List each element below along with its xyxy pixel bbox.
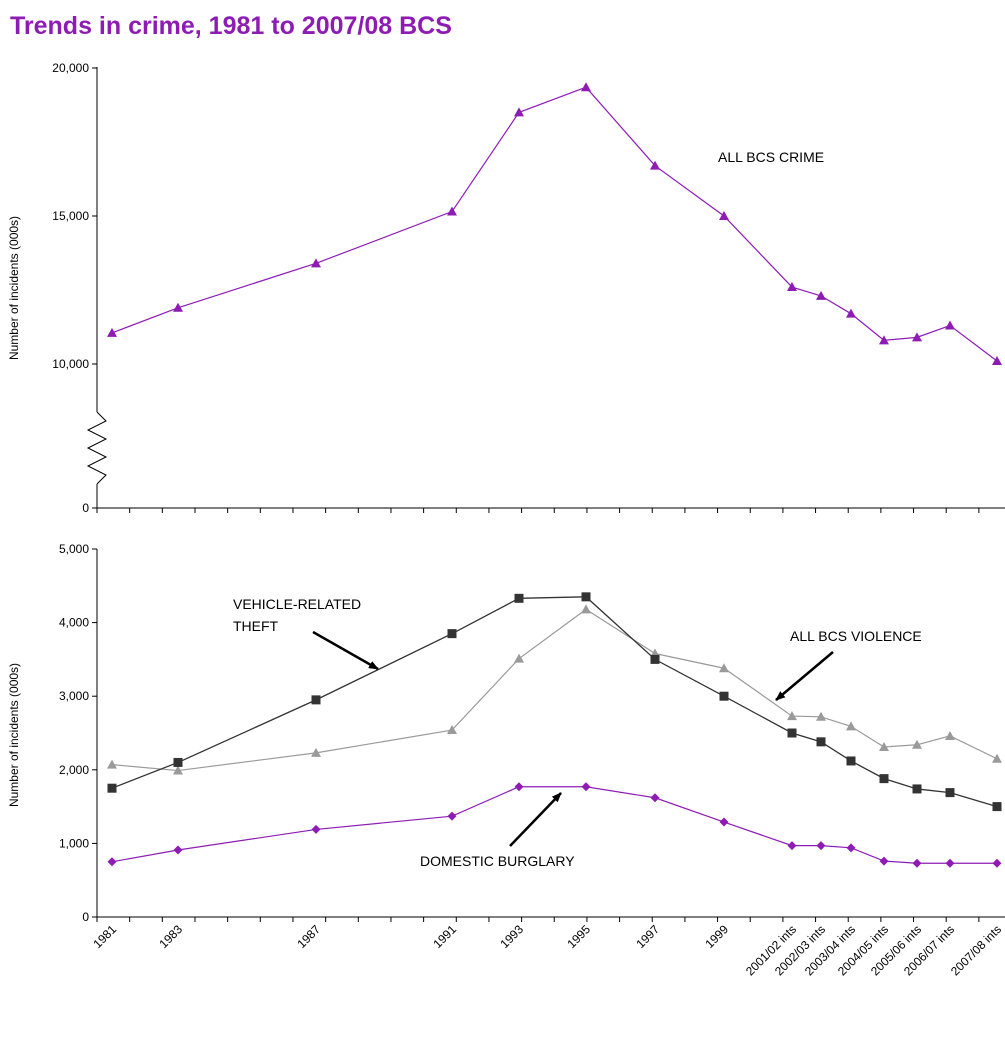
bottom-y-tick-label: 5,000 <box>59 542 89 556</box>
bottom-series-all-bcs-violence-point <box>719 663 729 673</box>
bottom-series-domestic-burglary-point <box>107 857 117 867</box>
top-series-all-bcs-crime-point <box>719 211 729 220</box>
annotation-line: VEHICLE-RELATED <box>233 596 361 612</box>
x-tick-label-1999: 1999 <box>702 922 731 951</box>
bottom-series-domestic-burglary-point <box>514 782 524 792</box>
top-series-all-bcs-crime-point <box>447 206 457 216</box>
bottom-series-vehicle-related-theft-point <box>173 757 183 767</box>
bottom-y-tick-label: 4,000 <box>59 616 89 630</box>
bottom-series-vehicle-related-theft-point <box>719 691 729 701</box>
bottom-series-vehicle-related-theft-point <box>912 784 922 794</box>
bottom-series-all-bcs-violence-point <box>879 741 889 751</box>
bottom-series-all-bcs-violence-point <box>816 711 826 721</box>
bottom-series-domestic-burglary-point <box>945 858 955 868</box>
bottom-series-all-bcs-violence-point <box>173 765 183 775</box>
annotation-arrow-vehicle <box>312 630 379 671</box>
x-tick-label-1995: 1995 <box>564 922 593 951</box>
bottom-chart: 0 1,000 2,000 3,000 4,000 5,000 Number of inci… <box>7 542 1005 978</box>
annotation-all-bcs-violence: ALL BCS VIOLENCE <box>790 628 922 644</box>
top-y-tick-label: 20,000 <box>52 61 89 75</box>
annotation-domestic-burglary: DOMESTIC BURGLARY <box>420 853 575 869</box>
annotation-arrow-burglary <box>509 792 562 847</box>
bottom-series-vehicle-related-theft-point <box>581 592 591 602</box>
bottom-series-all-bcs-violence-point <box>912 739 922 749</box>
top-y-tick-label: 0 <box>82 501 89 515</box>
bottom-series-vehicle-related-theft-point <box>945 788 955 798</box>
bottom-series-domestic-burglary-point <box>846 843 856 853</box>
bottom-series-vehicle-related-theft-point <box>787 728 797 738</box>
bottom-y-axis-label: Number of incidents (000s) <box>7 663 21 807</box>
x-tick-label-1987: 1987 <box>294 922 323 951</box>
top-y-axis-label: Number of incidents (000s) <box>7 216 21 360</box>
bottom-series-domestic-burglary-point <box>650 793 660 803</box>
top-series-all-bcs-crime-point <box>912 332 922 342</box>
bottom-series-domestic-burglary-point <box>447 811 457 821</box>
top-series-all-bcs-crime-point <box>816 290 826 300</box>
top-series-all-bcs-crime-point <box>107 327 117 337</box>
bottom-y-tick-label: 2,000 <box>59 763 89 777</box>
bottom-series-domestic-burglary-point <box>816 841 826 851</box>
top-series-all-bcs-crime-point <box>787 282 797 292</box>
top-series-all-bcs-crime-point <box>311 258 321 268</box>
bottom-series-vehicle-related-theft-point <box>514 593 524 603</box>
bottom-series-all-bcs-violence-point <box>311 747 321 757</box>
x-tick-label-1997: 1997 <box>633 922 662 951</box>
top-series-all-bcs-crime-point <box>173 302 183 312</box>
bottom-series-vehicle-related-theft-point <box>311 695 321 705</box>
bottom-series-vehicle-related-theft-point <box>650 654 660 664</box>
top-chart: 0 10,000 15,000 20,000 Number of incidents (… <box>7 61 1005 515</box>
bottom-series-vehicle-related-theft-point <box>816 737 826 747</box>
bottom-series-all-bcs-violence-point <box>514 653 524 663</box>
x-tick-label-1983: 1983 <box>156 922 185 951</box>
bottom-series-all-bcs-violence-point <box>107 759 117 769</box>
annotation-arrow-violence <box>775 651 834 701</box>
bottom-series-domestic-burglary-point <box>787 841 797 851</box>
bottom-series-domestic-burglary-point <box>173 845 183 855</box>
bottom-series-all-bcs-violence-point <box>447 725 457 735</box>
top-series-all-bcs-crime-point <box>650 160 660 170</box>
bottom-series-domestic-burglary-point <box>581 782 591 792</box>
x-tick-label-2007-08-ints: 2007/08 ints <box>948 922 1004 978</box>
top-y-tick-label: 10,000 <box>52 357 89 371</box>
bottom-series-vehicle-related-theft-point <box>879 774 889 784</box>
bottom-y-tick-label: 0 <box>82 910 89 924</box>
bottom-series-domestic-burglary-point <box>912 858 922 868</box>
bottom-series-vehicle-related-theft-point <box>107 783 117 793</box>
bottom-series-domestic-burglary-point <box>311 824 321 834</box>
top-series-all-bcs-crime-point <box>846 308 856 318</box>
bottom-series-domestic-burglary-point <box>879 856 889 866</box>
bottom-series-domestic-burglary-point <box>992 858 1002 868</box>
bottom-series-all-bcs-violence-point <box>945 730 955 740</box>
top-series-all-bcs-crime-point <box>992 356 1002 366</box>
top-series-all-bcs-crime-point <box>514 107 524 117</box>
top-series-all-bcs-crime-point <box>945 320 955 330</box>
bottom-series-all-bcs-violence-point <box>581 604 591 614</box>
bottom-series-vehicle-related-theft-point <box>992 802 1002 812</box>
bottom-series-domestic-burglary-point <box>719 817 729 827</box>
bottom-series-all-bcs-violence-point <box>846 721 856 731</box>
x-tick-label-1991: 1991 <box>430 922 459 951</box>
bottom-series-vehicle-related-theft-point <box>846 756 856 766</box>
annotation-vehicle-related-theft: VEHICLE-RELATED THEFT <box>233 596 361 634</box>
top-series-all-bcs-crime-point <box>581 82 591 92</box>
annotation-line: THEFT <box>233 618 279 634</box>
bottom-y-tick-label: 1,000 <box>59 836 89 850</box>
bottom-series-all-bcs-violence-point <box>992 753 1002 763</box>
top-series-all-bcs-crime-line <box>111 86 998 362</box>
top-series-all-bcs-crime-point <box>879 335 889 345</box>
x-tick-label-1993: 1993 <box>497 922 526 951</box>
top-y-tick-label: 15,000 <box>52 209 89 223</box>
top-annotation-all-bcs-crime: ALL BCS CRIME <box>718 149 824 165</box>
top-axis-break <box>86 411 108 485</box>
x-tick-label-1981: 1981 <box>90 922 119 951</box>
bottom-series-vehicle-related-theft-point <box>447 629 457 639</box>
bottom-y-tick-label: 3,000 <box>59 689 89 703</box>
bottom-series-all-bcs-violence-point <box>787 711 797 721</box>
page-title: Trends in crime, 1981 to 2007/08 BCS <box>10 12 452 40</box>
